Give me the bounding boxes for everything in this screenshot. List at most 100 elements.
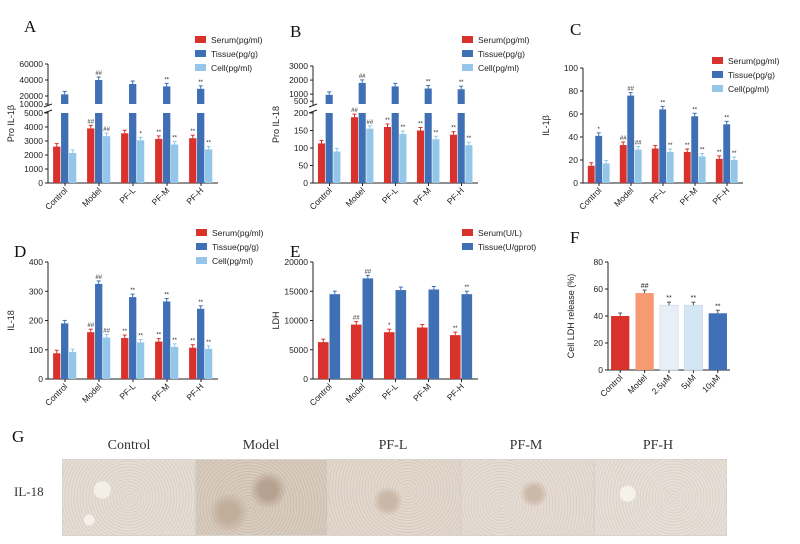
- y-tick-label-200: 200: [294, 108, 308, 118]
- bar-a-cell-pg-ml-1: [102, 136, 111, 183]
- bar-b-cell-pg-ml-4-sig: **: [467, 136, 472, 142]
- x-tick-label-pf-h: PF-H: [445, 185, 466, 206]
- bar-e-serum-u-l-2-sig: *: [388, 323, 391, 329]
- bar-c-tissue-pg-g-2: [659, 109, 667, 183]
- bar-a-tissue-pg-g-4: [197, 88, 205, 104]
- legend-label-cell-pg-ml: Cell(pg/ml): [211, 63, 252, 73]
- x-tick-label-control: Control: [307, 185, 334, 212]
- bar-d-tissue-pg-g-2-sig: **: [130, 288, 135, 294]
- y-tick-label-0: 0: [598, 365, 603, 375]
- bar-a-serum-pg-ml-1: [87, 128, 95, 183]
- bar-b-serum-pg-ml-1: [350, 117, 359, 183]
- legend-swatch-cell-pg-ml: [196, 257, 207, 264]
- histology-col-control: Control: [107, 438, 151, 453]
- x-tick-label-pf-l: PF-L: [380, 381, 400, 401]
- bar-d-cell-pg-ml-4-sig: **: [206, 340, 211, 346]
- y-tick-label-60: 60: [594, 284, 604, 294]
- bar-d-serum-pg-ml-2: [121, 338, 129, 379]
- x-tick-label-control: Control: [577, 185, 604, 212]
- bar-d-tissue-pg-g-2: [129, 297, 137, 379]
- y-tick-label-0: 0: [38, 374, 43, 384]
- bar-d-tissue-pg-g-0: [61, 323, 69, 379]
- panel-letter-b: B: [290, 22, 301, 41]
- bar-a-serum-pg-ml-1-sig: ##: [87, 119, 94, 125]
- x-tick-label-pf-m: PF-M: [411, 185, 433, 207]
- y-tick-label-15000: 15000: [284, 286, 308, 296]
- bar-d-cell-pg-ml-2-sig: **: [138, 333, 143, 339]
- x-tick-label-model: Model: [343, 381, 367, 405]
- bar-e-serum-u-l-4-sig: **: [453, 326, 458, 332]
- legend-swatch-cell-pg-ml: [195, 64, 206, 71]
- axis-break-gap: [309, 105, 317, 112]
- axis-break-mark: [308, 103, 318, 108]
- histology-image-model: [195, 459, 328, 536]
- chart-f: F Cell LDH release (%) 0 20 40 60 80 Control Mod…: [566, 228, 730, 399]
- histology-image-pf-h: [594, 459, 727, 536]
- bar-b-tissue-pg-g-0: [325, 94, 333, 104]
- bar-d-serum-pg-ml-3-sig: **: [156, 333, 161, 339]
- bar-c-cell-pg-ml-1-sig: ##: [635, 141, 642, 147]
- bar-d-cell-pg-ml-0: [68, 352, 77, 379]
- y-tick-label-40000: 40000: [19, 75, 43, 85]
- bar-d-tissue-pg-g-3: [163, 301, 171, 379]
- x-tick-label-2-5-m: 2.5μM: [650, 372, 674, 396]
- bar-f-2-5-m-sig: **: [666, 295, 672, 302]
- bar-d-serum-pg-ml-4-sig: **: [190, 339, 195, 345]
- y-tick-label-400: 400: [29, 257, 43, 267]
- y-tick-label-3000: 3000: [289, 61, 308, 71]
- histology-image-pf-m: [461, 459, 594, 536]
- x-tick-label-model: Model: [80, 185, 104, 209]
- panel-letter-g: G: [12, 427, 25, 446]
- y-tick-label-4000: 4000: [24, 122, 43, 132]
- bar-a-cell-pg-ml-2-sig: *: [139, 131, 142, 137]
- legend-label-tissue-pg-g: Tissue(pg/g): [211, 49, 258, 59]
- x-tick-label-model: Model: [80, 381, 104, 405]
- histology-image-control: [62, 459, 195, 536]
- bar-c-cell-pg-ml-0: [602, 163, 610, 183]
- y-axis-label: IL-18: [6, 310, 16, 331]
- x-tick-label-model: Model: [612, 185, 636, 209]
- bar-d-serum-pg-ml-3: [155, 341, 163, 379]
- legend-label-tissue-pg-g: Tissue(pg/g): [212, 242, 259, 252]
- x-tick-label-pf-m: PF-M: [150, 381, 172, 403]
- y-tick-label-150: 150: [294, 126, 308, 136]
- bar-c-serum-pg-ml-3-sig: **: [685, 143, 690, 149]
- bar-f-5-m-sig: **: [691, 295, 697, 302]
- y-tick-label-2000: 2000: [24, 150, 43, 160]
- bar-c-tissue-pg-g-2-sig: **: [660, 100, 665, 106]
- bar-a-serum-pg-ml-0: [53, 146, 61, 183]
- bar-a-tissue-pg-g-4-lower: [197, 113, 205, 183]
- x-tick-label-control: Control: [307, 381, 334, 408]
- bar-b-cell-pg-ml-0: [333, 151, 341, 183]
- bar-f-10-m-sig: **: [715, 303, 721, 310]
- bar-f-model: [635, 293, 654, 370]
- bar-f-control: [611, 316, 630, 370]
- bar-d-cell-pg-ml-3-sig: **: [172, 338, 177, 344]
- bar-d-tissue-pg-g-4-sig: **: [198, 300, 203, 306]
- x-tick-label-pf-m: PF-M: [411, 381, 433, 403]
- y-tick-label-80: 80: [594, 257, 604, 267]
- bar-b-serum-pg-ml-2-sig: **: [385, 118, 390, 124]
- legend-label-serum-pg-ml: Serum(pg/ml): [211, 35, 263, 45]
- y-tick-label-200: 200: [29, 316, 43, 326]
- bar-b-tissue-pg-g-1-sig: ##: [359, 74, 366, 80]
- chart-a: A Pro IL-1β 0 1000 2000 3000 4000 5000100002000…: [6, 17, 263, 212]
- bar-b-serum-pg-ml-4-sig: **: [451, 126, 456, 132]
- bar-c-tissue-pg-g-3-sig: **: [692, 107, 697, 113]
- bar-c-cell-pg-ml-1: [634, 149, 642, 183]
- bar-b-cell-pg-ml-3-sig: **: [434, 130, 439, 136]
- bar-a-tissue-pg-g-1-lower: [95, 113, 103, 183]
- axis-break-mark: [43, 103, 53, 108]
- legend-label-cell-pg-ml: Cell(pg/ml): [212, 256, 253, 266]
- bar-e-tissue-u-gprot-4-sig: **: [464, 285, 469, 291]
- y-tick-label-0: 0: [573, 178, 578, 188]
- bar-d-tissue-pg-g-1: [95, 283, 103, 379]
- bar-a-cell-pg-ml-3: [170, 144, 179, 183]
- bar-b-tissue-pg-g-3-sig: **: [426, 80, 431, 86]
- bar-b-serum-pg-ml-0: [317, 143, 326, 183]
- bar-c-cell-pg-ml-2: [666, 151, 674, 183]
- bar-c-cell-pg-ml-4-sig: **: [732, 151, 737, 157]
- bar-c-serum-pg-ml-0: [587, 165, 595, 183]
- y-tick-label-100: 100: [564, 63, 578, 73]
